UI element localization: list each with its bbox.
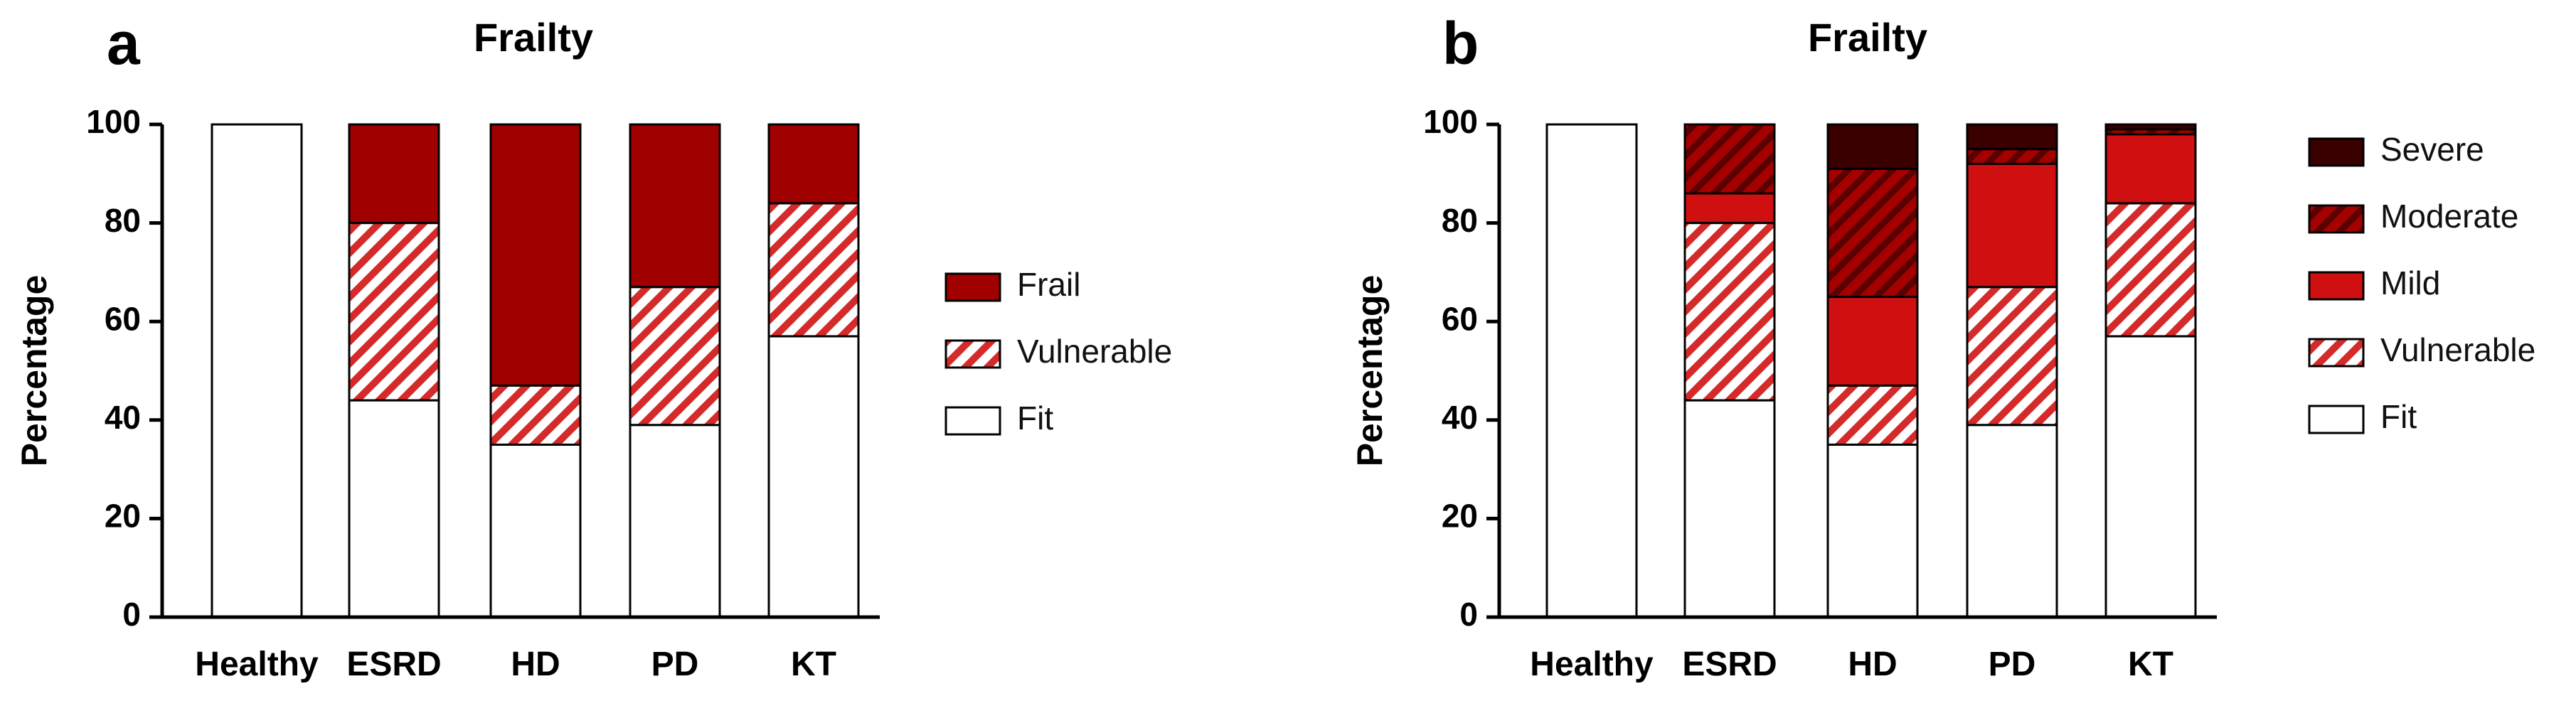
bar-severe-pd bbox=[1966, 123, 2058, 151]
bar-moderate-hd bbox=[1826, 167, 1919, 299]
x-tick-label: PD bbox=[1989, 646, 2036, 683]
bar-vulnerable-hd bbox=[489, 384, 582, 446]
legend-label-vulnerable: Vulnerable bbox=[2380, 331, 2535, 368]
x-tick-label: ESRD bbox=[1682, 646, 1777, 683]
bar-vulnerable-pd bbox=[1966, 286, 2058, 427]
bar-mild-pd bbox=[1966, 162, 2058, 289]
legend-label-fit: Fit bbox=[2380, 398, 2417, 435]
y-tick-label: 80 bbox=[1442, 202, 1478, 239]
chart-panel-a: a Frailty Percentage 0 20 40 60 80 100 Healthy ESR… bbox=[14, 10, 1172, 683]
bar-frail-esrd bbox=[348, 123, 440, 225]
legend-swatch-severe bbox=[2308, 137, 2365, 167]
y-tick-label: 20 bbox=[1442, 498, 1478, 535]
bar-fit-esrd bbox=[1683, 399, 1776, 619]
x-tick-label: PD bbox=[651, 646, 699, 683]
x-tick-label: Healthy bbox=[1530, 646, 1654, 683]
legend-swatch-vulnerable bbox=[944, 339, 1001, 369]
bar-frail-kt bbox=[767, 123, 860, 205]
y-tick-label: 0 bbox=[122, 596, 141, 633]
legend-label-moderate: Moderate bbox=[2380, 198, 2518, 235]
legend-label-mild: Mild bbox=[2380, 264, 2440, 301]
legend-label-vulnerable: Vulnerable bbox=[1017, 333, 1172, 370]
bar-vulnerable-kt bbox=[2104, 202, 2197, 338]
x-tick-label: Healthy bbox=[195, 646, 319, 683]
bar-severe-kt bbox=[2104, 123, 2197, 131]
bar-fit-hd bbox=[489, 443, 582, 619]
bar-fit-kt bbox=[2104, 335, 2197, 619]
legend-label-frail: Frail bbox=[1017, 266, 1080, 303]
bar-mild-kt bbox=[2104, 133, 2197, 205]
bar-vulnerable-hd bbox=[1826, 384, 1919, 446]
panel-letter: b bbox=[1442, 10, 1479, 77]
x-tick-label: ESRD bbox=[346, 646, 441, 683]
y-tick-label: 0 bbox=[1459, 596, 1478, 633]
legend-swatch-frail bbox=[944, 272, 1001, 302]
bar-moderate-pd bbox=[1966, 148, 2058, 165]
bar-fit-healthy bbox=[1545, 123, 1638, 619]
legend-swatch-fit bbox=[944, 406, 1001, 436]
bar-fit-kt bbox=[767, 335, 860, 619]
bar-mild-hd bbox=[1826, 296, 1919, 387]
x-tick-label: KT bbox=[791, 646, 836, 683]
bar-moderate-esrd bbox=[1683, 123, 1776, 195]
y-tick-label: 100 bbox=[1423, 103, 1478, 140]
legend-swatch-moderate bbox=[2308, 204, 2365, 234]
y-tick-label: 80 bbox=[105, 202, 141, 239]
bar-vulnerable-pd bbox=[629, 286, 721, 427]
bar-fit-pd bbox=[1966, 424, 2058, 619]
bar-fit-pd bbox=[629, 424, 721, 619]
bar-frail-pd bbox=[629, 123, 721, 289]
bar-severe-hd bbox=[1826, 123, 1919, 170]
x-tick-label: HD bbox=[1848, 646, 1897, 683]
bar-frail-hd bbox=[489, 123, 582, 387]
y-tick-label: 40 bbox=[1442, 399, 1478, 436]
chart-title: Frailty bbox=[1808, 15, 1927, 60]
chart-panel-b: b Frailty Percentage 0 20 40 60 80 100 Healthy ESR… bbox=[1350, 10, 2535, 683]
bar-vulnerable-esrd bbox=[1683, 222, 1776, 402]
legend-swatch-mild bbox=[2308, 271, 2365, 301]
legend-swatch-fit bbox=[2308, 405, 2365, 434]
y-axis-label: Percentage bbox=[1350, 275, 1390, 467]
y-tick-label: 60 bbox=[105, 300, 141, 337]
chart-title: Frailty bbox=[474, 15, 593, 60]
x-tick-label: KT bbox=[2128, 646, 2173, 683]
x-tick-label: HD bbox=[511, 646, 560, 683]
legend-swatch-vulnerable bbox=[2308, 338, 2365, 368]
y-tick-label: 60 bbox=[1442, 300, 1478, 337]
y-axis-label: Percentage bbox=[14, 275, 54, 467]
panel-letter: a bbox=[107, 10, 141, 77]
bar-vulnerable-esrd bbox=[348, 222, 440, 402]
y-tick-label: 100 bbox=[86, 103, 141, 140]
bar-fit-healthy bbox=[211, 123, 303, 619]
bar-fit-esrd bbox=[348, 399, 440, 619]
legend-label-fit: Fit bbox=[1017, 400, 1053, 437]
bar-vulnerable-kt bbox=[767, 202, 860, 338]
y-tick-label: 40 bbox=[105, 399, 141, 436]
bar-fit-hd bbox=[1826, 443, 1919, 619]
bar-mild-esrd bbox=[1683, 192, 1776, 225]
legend-label-severe: Severe bbox=[2380, 131, 2484, 168]
y-tick-label: 20 bbox=[105, 498, 141, 535]
